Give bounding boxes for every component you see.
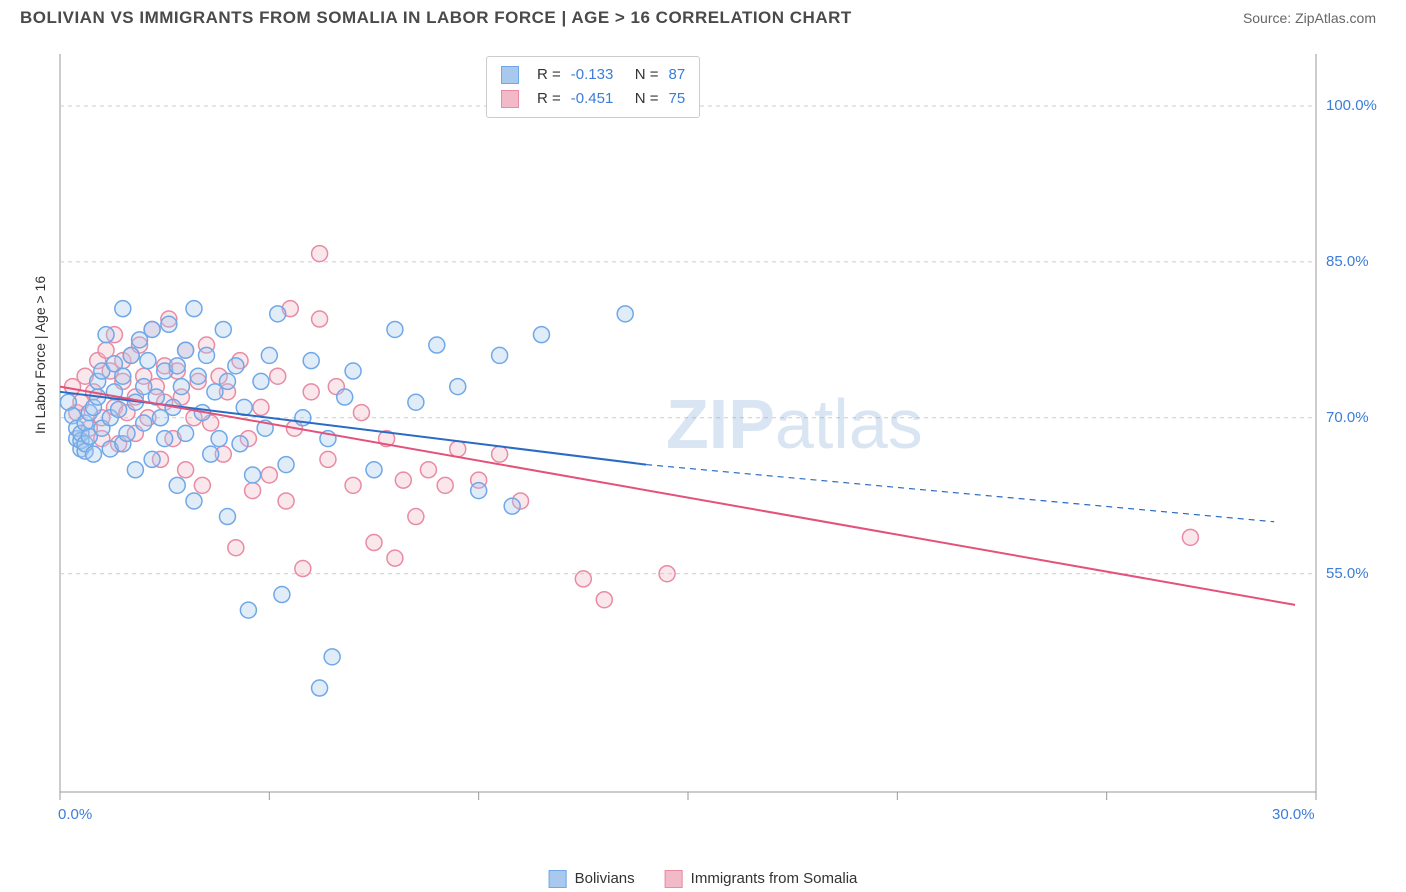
legend-stat-row: R =-0.451N =75 [501, 87, 685, 111]
plot-container: In Labor Force | Age > 16 ZIPatlas R =-0… [46, 44, 1386, 832]
y-tick-label: 70.0% [1326, 409, 1369, 426]
legend-item: Immigrants from Somalia [665, 870, 858, 888]
series-legend: Bolivians Immigrants from Somalia [549, 870, 858, 888]
legend-item: Bolivians [549, 870, 635, 888]
x-tick-label: 0.0% [58, 806, 92, 823]
chart-title: BOLIVIAN VS IMMIGRANTS FROM SOMALIA IN L… [20, 8, 852, 28]
legend-stat-row: R =-0.133N =87 [501, 63, 685, 87]
y-tick-label: 100.0% [1326, 97, 1377, 114]
scatter-chart-svg [46, 44, 1326, 832]
y-tick-label: 85.0% [1326, 253, 1369, 270]
x-tick-label: 30.0% [1272, 806, 1315, 823]
source-attribution: Source: ZipAtlas.com [1243, 10, 1376, 26]
y-axis-label: In Labor Force | Age > 16 [32, 276, 48, 434]
y-tick-label: 55.0% [1326, 565, 1369, 582]
correlation-legend: R =-0.133N =87R =-0.451N =75 [486, 56, 700, 118]
